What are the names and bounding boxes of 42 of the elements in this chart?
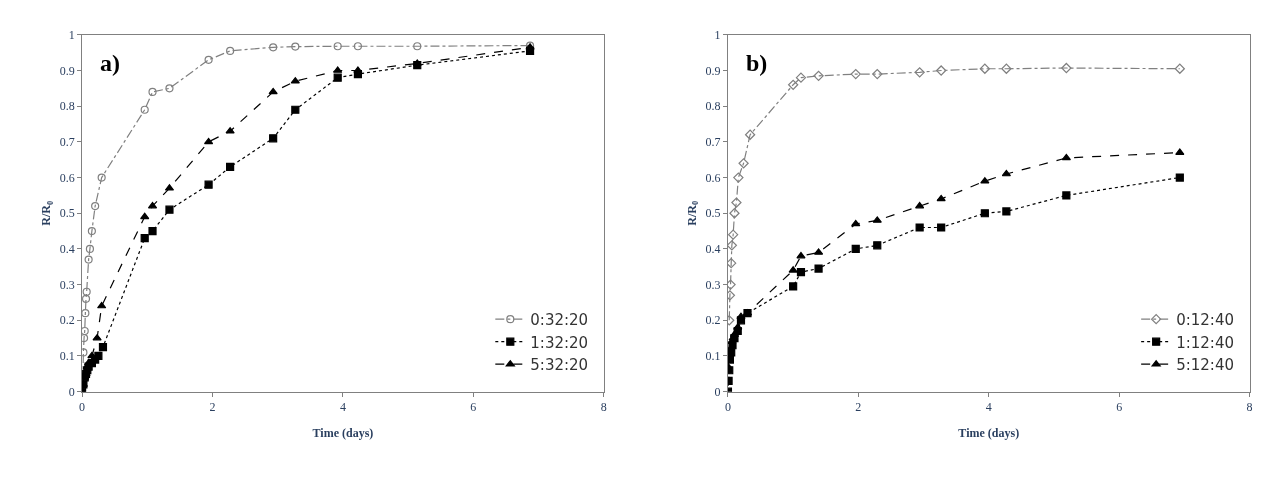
y-tick-label: 1 [714, 28, 721, 43]
legend-label: 1:12:40 [1176, 333, 1234, 352]
y-tick-label: 0.7 [705, 135, 721, 150]
x-tick-label: 4 [985, 400, 992, 415]
y-tick-label: 0.1 [59, 349, 75, 364]
y-tick-label: 0.6 [705, 170, 721, 185]
y-tick-label: 0 [714, 384, 721, 399]
y-tick-label: 0.6 [59, 170, 75, 185]
x-tick-label: 4 [339, 400, 346, 415]
y-tick-label: 0.9 [59, 63, 75, 78]
legend-label: 5:32:20 [530, 356, 589, 375]
y-tick-label: 0.5 [705, 206, 721, 221]
y-tick-label: 0.3 [705, 277, 721, 292]
x-tick-label: 2 [209, 400, 216, 415]
x-tick-label: 6 [470, 400, 477, 415]
legend-label: 5:12:40 [1176, 356, 1234, 375]
y-tick-label: 0.4 [59, 242, 75, 257]
y-tick-label: 0.8 [59, 99, 75, 114]
y-tick-label: 0.3 [59, 277, 75, 292]
y-tick-label: 0.2 [59, 313, 75, 328]
y-tick-label: 0.8 [705, 99, 721, 114]
legend-label: 0:32:20 [530, 311, 589, 330]
text: b) [746, 50, 768, 76]
x-axis-title: Time (days) [958, 425, 1020, 440]
text: a) [100, 50, 120, 76]
x-tick-label: 6 [1116, 400, 1123, 415]
y-tick-label: 0.1 [705, 349, 721, 364]
x-tick-label: 8 [600, 400, 607, 415]
y-tick-label: 0.7 [59, 135, 75, 150]
legend-label: 1:32:20 [530, 333, 589, 352]
y-tick-label: 0.2 [705, 313, 721, 328]
x-axis-title: Time (days) [312, 425, 374, 440]
x-tick-label: 8 [1246, 400, 1253, 415]
y-tick-label: 0.5 [59, 206, 75, 221]
y-tick-label: 0 [68, 384, 75, 399]
y-tick-label: 1 [68, 28, 75, 43]
y-tick-label: 0.4 [705, 242, 721, 257]
y-tick-label: 0.9 [705, 63, 721, 78]
x-tick-label: 2 [855, 400, 862, 415]
legend-label: 0:12:40 [1176, 311, 1234, 330]
x-tick-label: 0 [724, 400, 731, 415]
x-tick-label: 0 [79, 400, 86, 415]
